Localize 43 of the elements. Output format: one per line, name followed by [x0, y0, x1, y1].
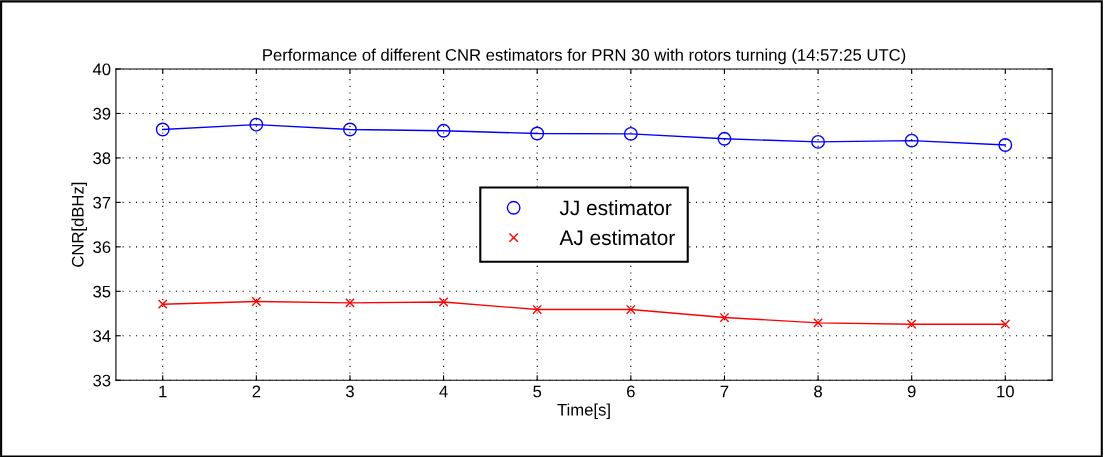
point	[906, 319, 917, 330]
point	[623, 126, 638, 141]
point	[625, 304, 636, 315]
point	[251, 296, 262, 307]
y-tick-label: 38	[93, 152, 111, 165]
y-tick-label: 35	[93, 285, 111, 298]
x-tick-label: 5	[533, 385, 542, 398]
x-tick-label: 3	[345, 385, 354, 398]
point	[813, 318, 823, 328]
x-tick-label: 4	[439, 385, 448, 398]
y-tick-label: 34	[93, 330, 111, 342]
point	[717, 131, 732, 146]
y-tick-label: 33	[93, 374, 111, 387]
point	[155, 122, 170, 137]
point	[904, 133, 919, 148]
point	[436, 123, 451, 138]
point	[157, 299, 168, 310]
point	[811, 134, 826, 149]
x-tick-label: 6	[627, 385, 635, 398]
y-tick-label: 39	[93, 107, 111, 120]
x-tick-label: 7	[720, 385, 729, 398]
x-axis-title: Time[s]	[557, 403, 610, 419]
point	[1000, 319, 1011, 330]
point	[532, 304, 543, 315]
legend-label: AJ estimator	[559, 229, 675, 246]
y-tick-label: 40	[92, 63, 111, 76]
x-tick-label: 10	[997, 385, 1014, 398]
x-tick-label: 1	[159, 385, 167, 398]
chart-title: Performance of different CNR estimators for PRN 30 with rotors turning (14:57:25 UTC)	[263, 48, 906, 65]
point	[343, 122, 357, 137]
x-tick-label: 8	[814, 385, 822, 398]
y-axis-title: CNR[dBHz]	[71, 182, 87, 267]
point	[530, 126, 545, 141]
x-tick-label: 2	[252, 385, 261, 398]
point	[345, 298, 355, 308]
y-tick-label: 37	[93, 196, 111, 209]
point	[998, 138, 1013, 152]
x-tick-label: 9	[907, 385, 916, 398]
point	[719, 312, 730, 323]
legend-label: JJ estimator	[559, 199, 672, 216]
y-tick-label: 36	[93, 241, 111, 254]
point	[438, 297, 449, 307]
point	[249, 117, 264, 132]
